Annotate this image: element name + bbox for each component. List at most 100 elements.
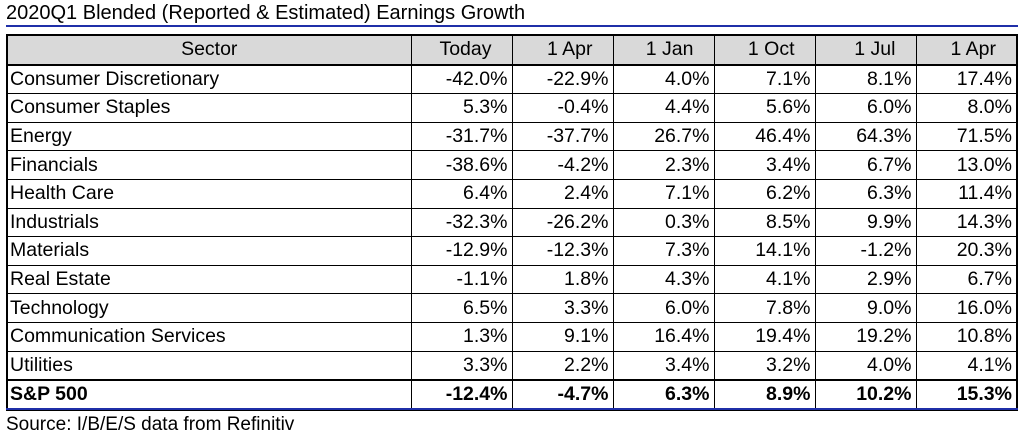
cell-1-apr-2019: 14.3%: [915, 207, 1018, 238]
cell-1-apr-2019: 20.3%: [915, 236, 1018, 266]
cell-1-oct: 6.2%: [713, 178, 816, 209]
cell-1-oct: 8.5%: [713, 207, 816, 238]
cell-1-apr-2019: 8.0%: [915, 93, 1018, 123]
cell-sector: Consumer Staples: [6, 93, 412, 123]
table-row: Industrials -32.3% -26.2% 0.3% 8.5% 9.9% 14.3%: [6, 207, 1018, 238]
cell-1-apr-2020: 3.3%: [511, 293, 614, 323]
header-1-apr-2019: 1 Apr: [915, 34, 1018, 66]
cell-1-apr-2019: 10.8%: [915, 321, 1018, 352]
cell-1-jul: 6.7%: [814, 150, 917, 180]
cell-sector: Materials: [6, 236, 412, 266]
cell-1-apr-2020: 1.8%: [511, 264, 614, 295]
cell-1-jan: 4.3%: [612, 264, 715, 295]
cell-1-apr-2020: -22.9%: [511, 64, 614, 95]
cell-1-jan: 6.0%: [612, 293, 715, 323]
cell-1-apr-2020: -12.3%: [511, 236, 614, 266]
cell-1-apr-2019: 6.7%: [915, 264, 1018, 295]
cell-sector: Financials: [6, 150, 412, 180]
cell-1-apr-2020: -4.2%: [511, 150, 614, 180]
cell-1-apr-2020: 9.1%: [511, 321, 614, 352]
header-sector: Sector: [6, 34, 412, 66]
table-row: Utilities 3.3% 2.2% 3.4% 3.2% 4.0% 4.1%: [6, 350, 1018, 381]
cell-sector: Consumer Discretionary: [6, 64, 412, 95]
cell-1-apr-2019: 13.0%: [915, 150, 1018, 180]
cell-today: 6.4%: [410, 178, 513, 209]
table-row: Health Care 6.4% 2.4% 7.1% 6.2% 6.3% 11.4%: [6, 178, 1018, 209]
cell-today: -32.3%: [410, 207, 513, 238]
cell-1-jul: 64.3%: [814, 121, 917, 152]
cell-1-apr-2020: -26.2%: [511, 207, 614, 238]
cell-1-jan: 2.3%: [612, 150, 715, 180]
total-row-sp500: S&P 500 -12.4% -4.7% 6.3% 8.9% 10.2% 15.3%: [6, 379, 1018, 411]
cell-1-oct: 3.4%: [713, 150, 816, 180]
earnings-growth-table: Sector Today 1 Apr 1 Jan 1 Oct 1 Jul 1 A…: [6, 34, 1018, 411]
cell-1-jul: 19.2%: [814, 321, 917, 352]
table-row: Communication Services 1.3% 9.1% 16.4% 19.4%…: [6, 321, 1018, 352]
cell-sector: Industrials: [6, 207, 412, 238]
cell-1-jan: 7.1%: [612, 178, 715, 209]
total-cell-1-apr-2020: -4.7%: [511, 379, 614, 411]
cell-sector: Communication Services: [6, 321, 412, 352]
cell-1-jan: 4.4%: [612, 93, 715, 123]
cell-1-apr-2019: 4.1%: [915, 350, 1018, 381]
cell-1-apr-2020: 2.4%: [511, 178, 614, 209]
header-row: Sector Today 1 Apr 1 Jan 1 Oct 1 Jul 1 A…: [6, 34, 1018, 66]
total-cell-1-apr-2019: 15.3%: [915, 379, 1018, 411]
header-1-apr-2020: 1 Apr: [511, 34, 614, 66]
cell-today: -42.0%: [410, 64, 513, 95]
cell-1-jul: 8.1%: [814, 64, 917, 95]
table-title: 2020Q1 Blended (Reported & Estimated) Ea…: [6, 2, 526, 24]
cell-1-oct: 46.4%: [713, 121, 816, 152]
cell-today: -38.6%: [410, 150, 513, 180]
header-1-jul: 1 Jul: [814, 34, 917, 66]
cell-1-oct: 7.8%: [713, 293, 816, 323]
header-1-jan: 1 Jan: [612, 34, 715, 66]
cell-1-oct: 5.6%: [713, 93, 816, 123]
cell-1-oct: 3.2%: [713, 350, 816, 381]
cell-1-jan: 0.3%: [612, 207, 715, 238]
cell-1-oct: 7.1%: [713, 64, 816, 95]
table-row: Technology 6.5% 3.3% 6.0% 7.8% 9.0% 16.0%: [6, 293, 1018, 323]
total-cell-1-oct: 8.9%: [713, 379, 816, 411]
cell-1-jan: 16.4%: [612, 321, 715, 352]
cell-1-oct: 4.1%: [713, 264, 816, 295]
cell-today: -1.1%: [410, 264, 513, 295]
cell-today: 1.3%: [410, 321, 513, 352]
cell-1-jan: 7.3%: [612, 236, 715, 266]
cell-1-apr-2020: -0.4%: [511, 93, 614, 123]
cell-1-jan: 4.0%: [612, 64, 715, 95]
cell-1-apr-2019: 16.0%: [915, 293, 1018, 323]
cell-1-oct: 14.1%: [713, 236, 816, 266]
cell-today: 6.5%: [410, 293, 513, 323]
header-1-oct: 1 Oct: [713, 34, 816, 66]
total-cell-today: -12.4%: [410, 379, 513, 411]
header-today: Today: [410, 34, 513, 66]
table-row: Consumer Discretionary -42.0% -22.9% 4.0% 7.…: [6, 64, 1018, 95]
table-row: Consumer Staples 5.3% -0.4% 4.4% 5.6% 6.0% 8.0…: [6, 93, 1018, 123]
cell-sector: Utilities: [6, 350, 412, 381]
cell-sector: Real Estate: [6, 264, 412, 295]
cell-1-jan: 26.7%: [612, 121, 715, 152]
cell-1-oct: 19.4%: [713, 321, 816, 352]
cell-1-jul: -1.2%: [814, 236, 917, 266]
cell-1-apr-2020: -37.7%: [511, 121, 614, 152]
cell-today: 5.3%: [410, 93, 513, 123]
cell-sector: Energy: [6, 121, 412, 152]
cell-sector: Health Care: [6, 178, 412, 209]
cell-1-apr-2019: 17.4%: [915, 64, 1018, 95]
table-row: Materials -12.9% -12.3% 7.3% 14.1% -1.2% 20.3%: [6, 236, 1018, 266]
cell-1-jul: 6.0%: [814, 93, 917, 123]
cell-1-jul: 4.0%: [814, 350, 917, 381]
cell-1-jul: 6.3%: [814, 178, 917, 209]
cell-1-apr-2019: 11.4%: [915, 178, 1018, 209]
cell-today: 3.3%: [410, 350, 513, 381]
cell-today: -31.7%: [410, 121, 513, 152]
title-rule: [6, 25, 1018, 27]
table-row: Financials -38.6% -4.2% 2.3% 3.4% 6.7% 13.0%: [6, 150, 1018, 180]
source-rule: [6, 408, 1018, 410]
cell-1-jan: 3.4%: [612, 350, 715, 381]
table-row: Real Estate -1.1% 1.8% 4.3% 4.1% 2.9% 6.7%: [6, 264, 1018, 295]
total-cell-sector: S&P 500: [6, 379, 412, 411]
cell-sector: Technology: [6, 293, 412, 323]
cell-1-jul: 9.9%: [814, 207, 917, 238]
